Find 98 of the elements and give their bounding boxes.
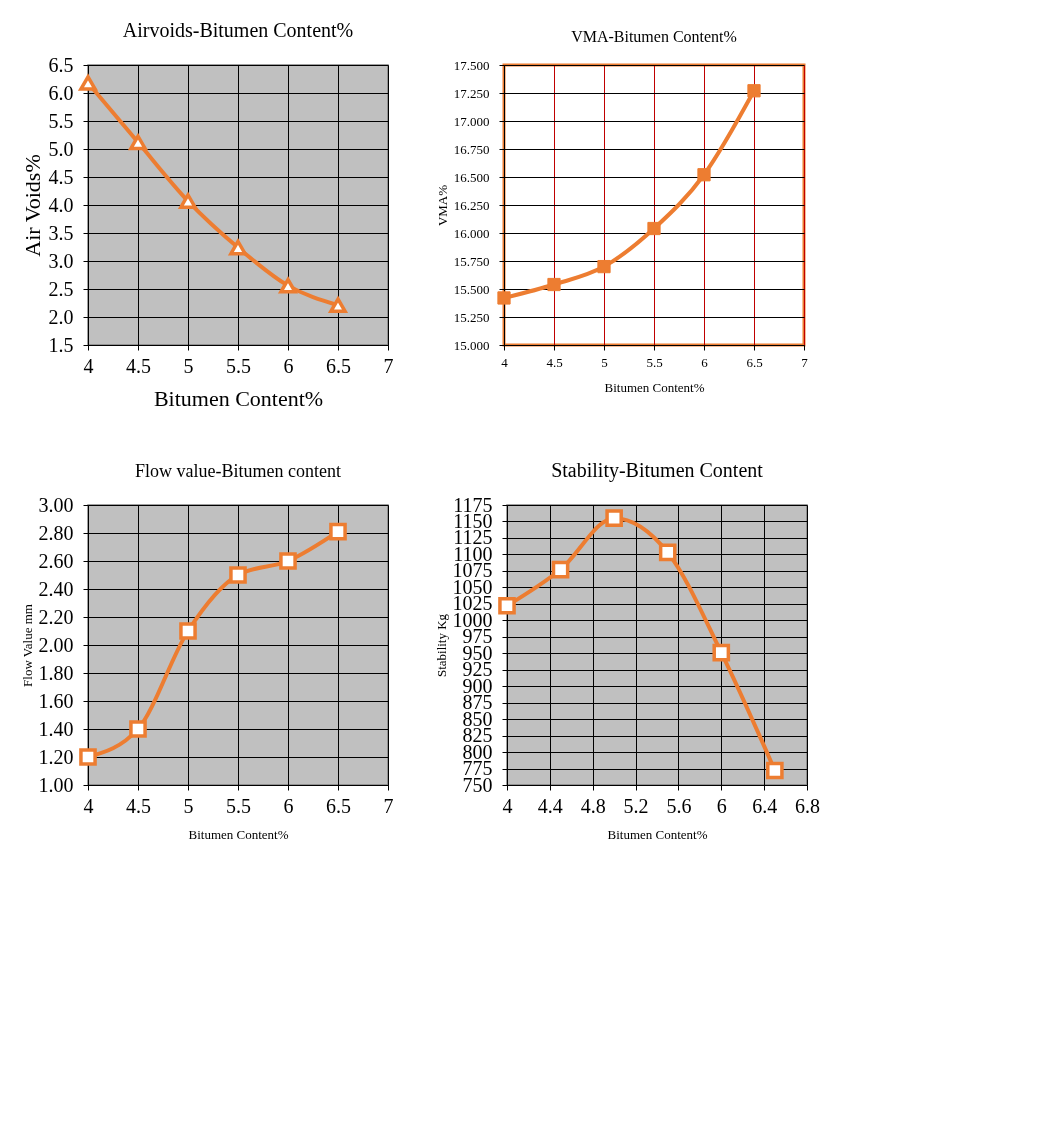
x-tick-label: 4 [502,794,513,817]
point [697,168,711,182]
y-tick-label: 2.00 [38,633,74,656]
x-tick-label: 4.8 [580,794,606,817]
x-tick-label: 7 [383,794,394,817]
y-tick-label: 2.80 [38,521,74,544]
x-tick-label: 5.5 [646,354,663,370]
y-tick-label: 2.60 [38,549,74,572]
point [498,596,516,615]
chart-title: Airvoids-Bitumen Content% [122,19,354,41]
x-axis-title: Bitumen Content% [604,379,705,395]
y-tick-label: 2.0 [48,305,74,328]
point [129,134,147,151]
y-tick-label: 15.250 [453,309,490,325]
point [329,297,347,314]
x-axis-title: Bitumen Content% [607,826,708,842]
x-tick-label: 5 [601,354,608,370]
y-axis-title: VMA% [434,184,450,227]
x-tick-label: 4 [83,354,94,377]
y-tick-label: 5.5 [48,109,74,132]
x-axis-title: Bitumen Content% [153,385,324,411]
chart-title: Stability-Bitumen Content [551,459,764,482]
y-axis-title: Air Voids% [19,154,45,257]
point [551,560,570,579]
y-tick-label: 17.250 [453,85,490,101]
x-tick-label: 4 [83,794,94,817]
x-tick-label: 4 [501,354,509,370]
x-tick-label: 5.5 [226,794,251,817]
y-tick-label: 15.000 [453,337,490,353]
x-tick-label: 4.5 [126,794,151,817]
y-axis-title: Flow Value mm [19,604,35,687]
point [179,622,197,640]
y-tick-label: 16.250 [453,197,490,213]
y-tick-label: 2.5 [48,277,74,300]
y-tick-label: 3.5 [48,221,74,244]
point [129,720,147,738]
chart-title: VMA-Bitumen Content% [571,28,737,45]
y-tick-label: 1.20 [38,745,74,768]
x-tick-label: 6 [283,354,294,377]
x-tick-label: 5 [183,794,194,817]
point [497,291,511,305]
x-tick-label: 4.4 [537,794,563,817]
y-axis-title: Stability Kg [433,613,449,678]
x-axis-title: Bitumen Content% [188,826,289,842]
x-tick-label: 6.8 [795,794,820,817]
y-tick-label: 16.750 [453,141,490,157]
chart-title: Flow value-Bitumen content [135,461,341,481]
y-tick-label: 3.00 [38,493,74,516]
x-tick-label: 5.2 [623,794,649,817]
x-tick-label: 7 [383,354,394,377]
point [547,277,561,292]
x-tick-label: 5 [183,354,194,377]
y-tick-label: 6.0 [48,81,74,104]
x-tick-label: 4.5 [126,354,151,377]
y-tick-label: 1.00 [38,773,74,796]
point [229,566,247,584]
x-tick-label: 6.5 [746,354,763,370]
y-tick-label: 3.0 [48,249,74,272]
point [747,84,761,98]
point [79,75,97,91]
y-tick-label: 1.80 [38,661,74,684]
y-tick-label: 15.750 [453,253,490,269]
point [597,259,611,274]
x-tick-label: 6 [283,794,294,817]
point [647,221,661,236]
y-tick-label: 17.000 [453,113,490,129]
y-tick-label: 16.500 [453,169,490,185]
y-tick-label: 2.20 [38,605,74,628]
point [279,277,297,294]
x-tick-label: 4.5 [546,354,563,370]
point [712,643,731,662]
y-tick-label: 1.40 [38,717,74,740]
point [279,552,297,570]
x-tick-label: 6 [716,794,727,817]
y-tick-label: 15.500 [453,281,490,297]
x-tick-label: 7 [801,354,809,370]
x-tick-label: 6 [701,354,709,370]
point [229,239,247,256]
point [79,748,97,766]
point [329,522,347,541]
y-tick-label: 4.0 [48,193,74,216]
point [766,761,784,780]
y-tick-label: 1.5 [48,333,74,356]
y-tick-label: 4.5 [48,165,74,188]
x-tick-label: 6.5 [326,794,351,817]
y-tick-label: 5.0 [48,137,74,160]
x-tick-label: 5.5 [226,354,251,377]
x-tick-label: 6.4 [752,794,778,817]
y-tick-label: 2.40 [38,577,74,600]
y-tick-label: 17.500 [453,57,490,73]
point [179,193,197,209]
y-tick-label: 6.5 [48,53,74,76]
point [658,543,677,562]
point [605,509,623,527]
x-tick-label: 6.5 [326,354,351,377]
y-tick-label: 16.000 [453,225,490,241]
x-tick-label: 5.6 [666,794,692,817]
y-tick-label: 1.60 [38,689,74,712]
